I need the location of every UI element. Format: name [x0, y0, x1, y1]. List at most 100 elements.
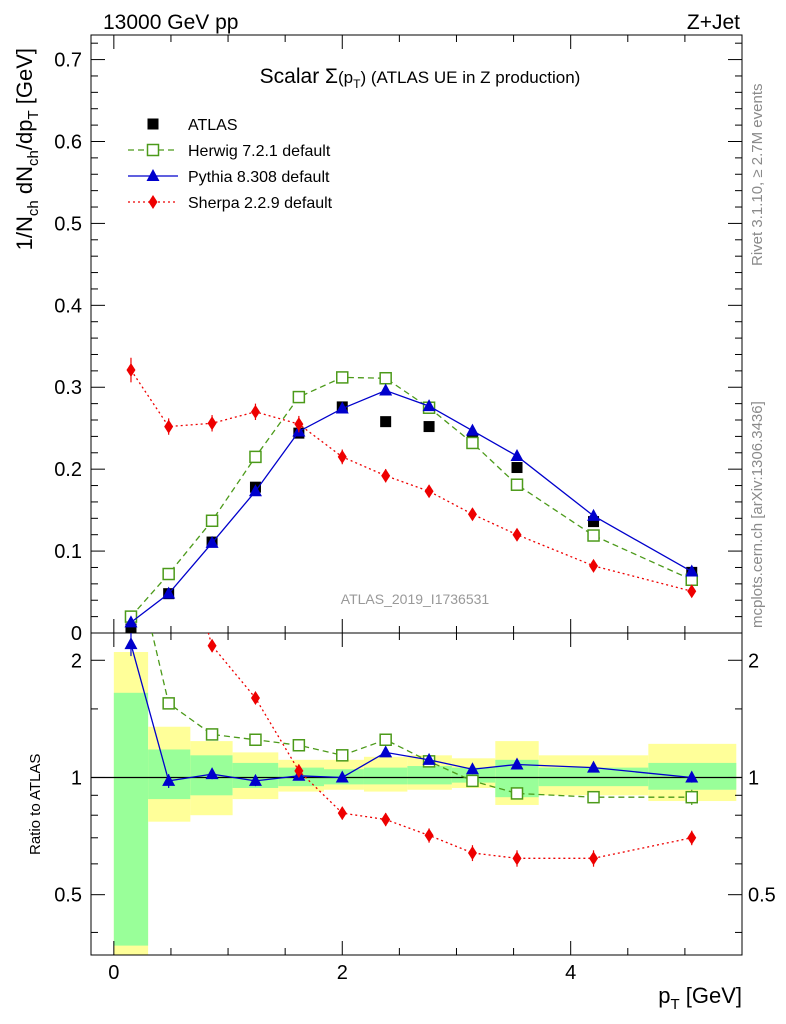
sherpa-ratio-marker [467, 845, 477, 860]
x-tick-label: 0 [108, 962, 119, 984]
pythia-marker [379, 383, 393, 396]
sherpa-line [130, 369, 692, 592]
herwig-marker [510, 478, 524, 491]
herwig-marker [587, 529, 600, 542]
pythia-marker [465, 423, 479, 436]
atlas-marker [588, 516, 600, 528]
rivet-version-label: Rivet 3.1.10, ≥ 2.7M events [749, 84, 766, 267]
sherpa-marker [467, 507, 477, 522]
analysis-label: ATLAS_2019_I1736531 [341, 591, 490, 607]
pythia-marker [335, 401, 349, 414]
legend-marker-herwig [146, 143, 160, 157]
y-tick-label: 0.7 [54, 50, 82, 72]
process-label: Z+Jet [687, 11, 740, 34]
pythia-line [130, 389, 693, 623]
collision-label: 13000 GeV pp [103, 11, 238, 34]
herwig-marker [292, 390, 306, 404]
sherpa-ratio-marker [250, 691, 260, 706]
pythia-ratio-line [130, 643, 692, 782]
sherpa-ratio-marker [207, 638, 217, 653]
atlas-marker [423, 421, 435, 433]
sherpa-marker [207, 416, 217, 431]
legend-marker-sherpa [148, 195, 158, 209]
y-tick-label: 0 [71, 623, 82, 645]
axis-ticks: 0 2 4 0 0.1 0.2 0.3 0.4 0.5 0.6 0.7 0.5 0.5 1 1 2 2 [54, 35, 776, 984]
pythia-marker [248, 484, 262, 497]
herwig-ratio-marker [162, 697, 175, 710]
pythia-ratio-marker [205, 767, 219, 780]
ratio-tick-label: 0.5 [54, 885, 82, 907]
x-axis-label: pT [GeV] [658, 983, 742, 1013]
pythia-ratio-marker [685, 770, 699, 783]
ratio-tick-label-right: 2 [748, 650, 759, 672]
y-tick-label: 0.6 [54, 131, 82, 153]
ratio-tick-label-right: 1 [748, 767, 759, 789]
x-tick-label: 2 [337, 962, 348, 984]
sherpa-ratio-marker [512, 851, 522, 866]
pythia-ratio-marker [248, 773, 262, 786]
stat-uncertainty-band [113, 692, 149, 946]
ratio-tick-label: 1 [71, 767, 82, 789]
herwig-ratio-marker [125, 538, 136, 549]
ratio-y-axis-label: Ratio to ATLAS [27, 754, 44, 855]
sherpa-ratio-marker [337, 806, 347, 821]
legend-marker-atlas [147, 118, 159, 130]
herwig-ratio-marker [292, 738, 306, 752]
sherpa-marker [250, 404, 260, 419]
herwig-ratio-marker [466, 774, 479, 788]
pythia-marker [587, 508, 601, 521]
herwig-marker [336, 371, 349, 384]
herwig-ratio-marker [379, 733, 392, 746]
atlas-marker [125, 623, 137, 633]
atlas-marker [380, 416, 392, 428]
y-tick-label: 0.5 [54, 213, 82, 235]
sherpa-ratio-marker [294, 763, 304, 778]
y-tick-label: 0.1 [54, 541, 82, 563]
stat-uncertainty-band [407, 766, 452, 785]
pythia-marker [422, 399, 436, 412]
mcplots-source-label: mcplots.cern.ch [arXiv:1306.3436] [749, 401, 766, 628]
herwig-ratio-marker [587, 790, 600, 804]
pythia-marker [124, 615, 138, 628]
herwig-line [130, 376, 693, 618]
sherpa-ratio-marker [126, 78, 135, 92]
stat-uncertainty-band [363, 767, 408, 785]
pythia-marker [510, 449, 524, 462]
ratio-series-layer [124, 78, 699, 867]
y-axis-label: 1/Nch dNch/dpT [GeV] [12, 48, 42, 250]
legend-label-sherpa: Sherpa 2.2.9 default [188, 195, 333, 212]
legend-label-herwig: Herwig 7.2.1 default [188, 143, 331, 160]
atlas-marker [511, 462, 523, 474]
ratio-tick-label: 2 [71, 650, 82, 672]
legend-label-atlas: ATLAS [188, 117, 238, 134]
sherpa-marker [294, 417, 304, 432]
sherpa-marker [687, 584, 697, 599]
sherpa-ratio-marker [164, 492, 173, 506]
herwig-ratio-line [151, 633, 692, 798]
herwig-ratio-marker [249, 733, 262, 746]
herwig-ratio-marker [205, 728, 219, 741]
plot-title: Scalar Σ(pT) (ATLAS UE in Z production) [260, 65, 581, 91]
pythia-marker [162, 586, 176, 599]
herwig-marker [466, 436, 479, 450]
herwig-marker [162, 567, 175, 581]
herwig-ratio-marker [510, 787, 524, 800]
sherpa-marker [126, 363, 136, 378]
pythia-ratio-marker [124, 637, 138, 650]
legend-marker-pythia [146, 169, 160, 181]
y-tick-label: 0.2 [54, 459, 82, 481]
sherpa-ratio-marker [589, 851, 599, 866]
sherpa-marker [164, 419, 174, 434]
pythia-marker [205, 535, 219, 548]
sherpa-ratio-marker [424, 828, 434, 843]
sherpa-ratio-marker [381, 812, 391, 827]
herwig-ratio-marker [685, 790, 698, 804]
herwig-marker [249, 450, 262, 464]
y-tick-label: 0.4 [54, 295, 82, 317]
sherpa-marker [424, 484, 434, 499]
main-series-layer [124, 357, 699, 633]
pythia-ratio-marker [465, 762, 479, 775]
legend: ATLAS Herwig 7.2.1 default Pythia 8.308 de… [128, 117, 333, 212]
herwig-ratio-marker [336, 749, 349, 762]
